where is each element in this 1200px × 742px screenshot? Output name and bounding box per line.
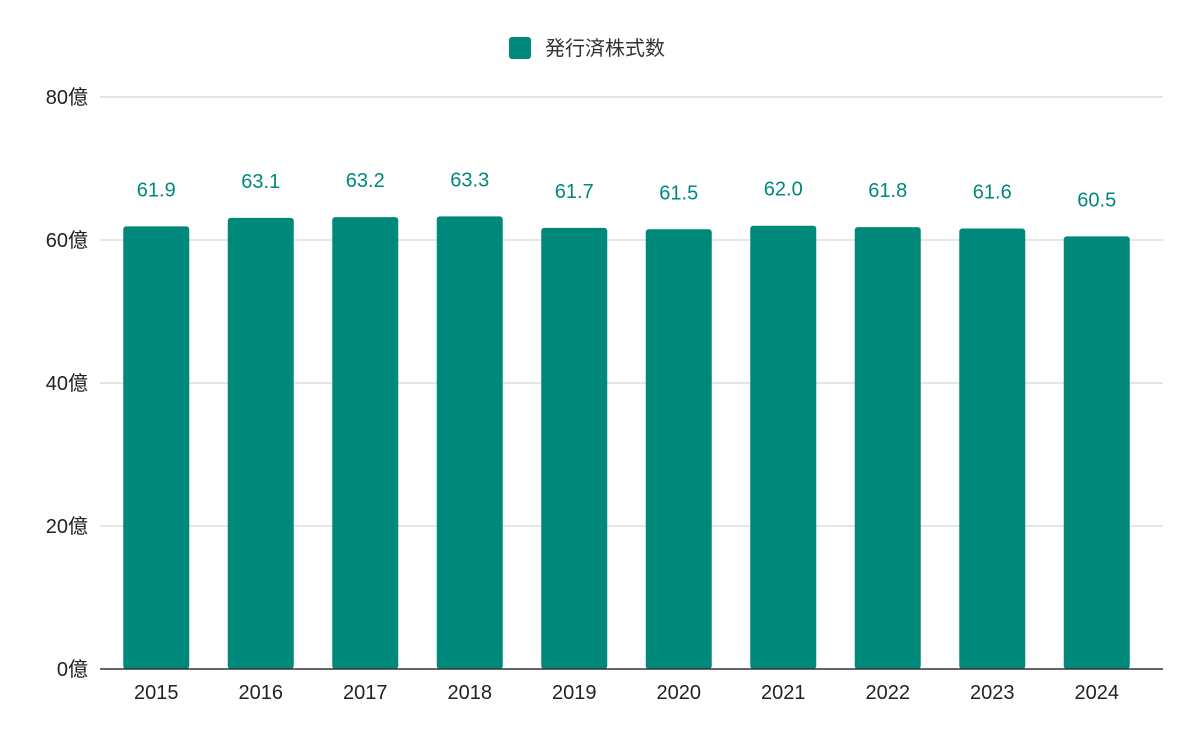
y-tick-label: 60億 [46, 229, 88, 252]
data-label: 61.6 [973, 182, 1012, 204]
legend-swatch [509, 37, 531, 59]
x-tick-label: 2020 [657, 682, 702, 704]
x-tick-label: 2024 [1075, 682, 1120, 704]
bar [123, 226, 190, 670]
x-tick-label: 2017 [343, 682, 388, 704]
data-label: 61.7 [555, 181, 594, 203]
x-tick-label: 2022 [866, 682, 911, 704]
bar [645, 229, 712, 669]
bar [227, 217, 294, 669]
bar [854, 227, 921, 669]
x-tick-label: 2023 [970, 682, 1015, 704]
x-tick-label: 2018 [448, 682, 493, 704]
data-labels: 61.9 63.1 63.2 63.3 61.7 61.5 62.0 61.8 61.6 60.5 [137, 169, 1116, 211]
data-label: 61.5 [659, 182, 698, 204]
data-label: 63.1 [241, 171, 280, 193]
bar [332, 217, 399, 669]
bar [750, 225, 817, 669]
bar [436, 216, 503, 669]
data-label: 60.5 [1077, 189, 1116, 211]
legend-label: 発行済株式数 [545, 37, 665, 60]
bars [123, 216, 1130, 670]
x-tick-label: 2016 [239, 682, 284, 704]
data-label: 61.9 [137, 179, 176, 201]
x-tick-label: 2021 [761, 682, 806, 704]
x-tick-label: 2019 [552, 682, 597, 704]
y-tick-label: 0億 [57, 658, 88, 681]
data-label: 63.2 [346, 170, 385, 192]
data-label: 61.8 [868, 180, 907, 202]
bar [959, 228, 1026, 669]
legend: 発行済株式数 [509, 37, 665, 60]
y-axis: 0億 20億 40億 60億 80億 [46, 86, 88, 681]
bar [1063, 236, 1130, 670]
x-tick-label: 2015 [134, 682, 179, 704]
x-axis: 2015 2016 2017 2018 2019 2020 2021 2022 2023 2024 [134, 682, 1119, 704]
data-label: 63.3 [450, 169, 489, 191]
y-tick-label: 20億 [46, 515, 88, 538]
data-label: 62.0 [764, 179, 803, 201]
y-tick-label: 80億 [46, 86, 88, 109]
bar [541, 227, 608, 669]
y-tick-label: 40億 [46, 372, 88, 395]
